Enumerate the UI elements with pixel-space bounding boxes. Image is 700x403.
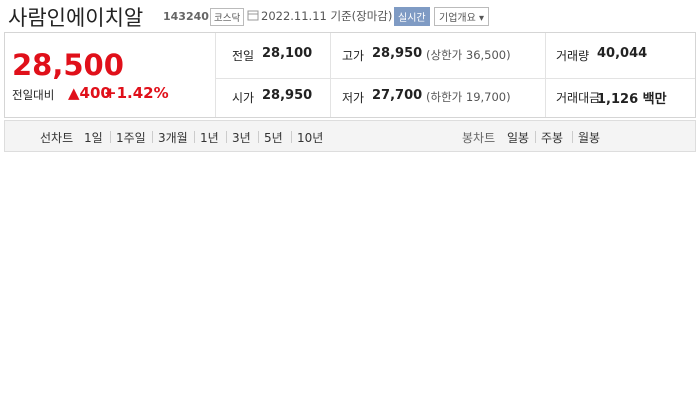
tab-separator xyxy=(194,131,195,143)
candle-tab[interactable]: 월봉 xyxy=(578,131,601,145)
stat-value: 28,100 xyxy=(262,46,313,61)
stat-value: 28,950 xyxy=(262,88,313,103)
period-tab[interactable]: 5년 xyxy=(264,131,283,145)
period-tab[interactable]: 1주일 xyxy=(116,131,146,145)
stock-code: 143240 xyxy=(163,10,209,23)
stock-name: 사람인에이치알 xyxy=(8,6,144,30)
stat-note: (상한가 36,500) xyxy=(426,48,511,62)
period-tab[interactable]: 1일 xyxy=(84,131,103,145)
tab-separator xyxy=(572,131,573,143)
tab-bar xyxy=(4,120,696,152)
stat-value: 28,950 xyxy=(372,46,423,61)
realtime-button[interactable]: 실시간 xyxy=(394,7,430,26)
stat-label: 시가 xyxy=(232,91,255,105)
change-pct: +1.42% xyxy=(104,84,169,102)
candle-tab[interactable]: 주봉 xyxy=(541,131,564,145)
tab-separator xyxy=(226,131,227,143)
stat-label: 저가 xyxy=(342,91,365,105)
stat-value: 40,044 xyxy=(597,46,648,61)
period-tab[interactable]: 10년 xyxy=(297,131,324,145)
company-button[interactable]: 기업개요 ▾ xyxy=(434,7,490,26)
change-label: 전일대비 xyxy=(12,88,55,102)
tab-label: 봉차트 xyxy=(462,131,496,145)
stat-value: 1,126 백만 xyxy=(597,92,667,107)
divider xyxy=(215,33,216,117)
stat-label: 고가 xyxy=(342,49,365,63)
chart xyxy=(0,155,700,403)
period-tab[interactable]: 3년 xyxy=(232,131,251,145)
tab-separator xyxy=(110,131,111,143)
change: ▲400 xyxy=(68,84,111,102)
stat-note: (하한가 19,700) xyxy=(426,90,511,104)
tab-separator xyxy=(291,131,292,143)
divider xyxy=(216,78,695,79)
market-badge: 코스닥 xyxy=(210,8,245,26)
tab-separator xyxy=(535,131,536,143)
divider xyxy=(545,33,546,117)
stat-value: 27,700 xyxy=(372,88,423,103)
divider xyxy=(330,33,331,117)
date: 2022.11.11 기준(장마감) xyxy=(261,9,393,23)
period-tab[interactable]: 3개월 xyxy=(158,131,188,145)
stat-label: 거래량 xyxy=(556,49,590,63)
calendar-icon: 63,05753,20943,36133,51323,66513,8173,96… xyxy=(247,10,259,21)
stat-label: 전일 xyxy=(232,49,255,63)
price: 28,500 xyxy=(12,48,124,82)
company-button-label: 기업개요 xyxy=(439,13,476,24)
change-value: 400 xyxy=(79,84,111,102)
quote-box xyxy=(4,32,696,118)
stat-label: 거래대금 xyxy=(556,91,601,105)
candle-tab[interactable]: 일봉 xyxy=(507,131,530,145)
tab-label: 선차트 xyxy=(40,131,74,145)
tab-separator xyxy=(258,131,259,143)
tab-separator xyxy=(152,131,153,143)
period-tab[interactable]: 1년 xyxy=(200,131,219,145)
